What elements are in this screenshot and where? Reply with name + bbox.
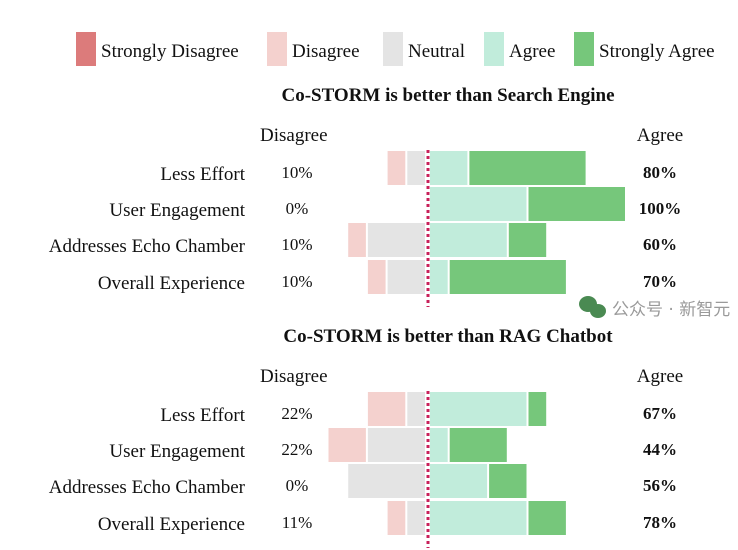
row-label: Addresses Echo Chamber xyxy=(49,236,246,257)
wechat-icon xyxy=(579,296,606,318)
disagree-percent: 10% xyxy=(281,272,312,291)
legend-swatch-strongly-agree xyxy=(574,32,594,66)
legend-label: Strongly Agree xyxy=(599,41,715,62)
disagree-percent: 10% xyxy=(281,235,312,254)
disagree-header: Disagree xyxy=(260,125,328,146)
bar-segment-agree xyxy=(430,501,527,535)
bar-segment-agree xyxy=(430,151,468,185)
disagree-percent: 10% xyxy=(281,163,312,182)
row-label: Overall Experience xyxy=(98,273,245,294)
bar-segment-neutral xyxy=(367,223,425,257)
agree-percent: 67% xyxy=(643,404,677,423)
bar-segment-disagree xyxy=(387,151,406,185)
agree-percent: 78% xyxy=(643,513,677,532)
legend-label: Neutral xyxy=(408,41,465,62)
bar-segment-strongly-agree xyxy=(449,428,507,462)
bar-segment-disagree xyxy=(328,428,366,462)
panel-title: Co-STORM is better than RAG Chatbot xyxy=(283,326,613,347)
bar-segment-strongly-agree xyxy=(528,187,625,221)
bar-segment-strongly-agree xyxy=(508,223,547,257)
legend-swatch-disagree xyxy=(267,32,287,66)
bar-segment-agree xyxy=(430,428,448,462)
disagree-percent: 22% xyxy=(281,440,312,459)
bar-segment-disagree xyxy=(387,501,406,535)
agree-percent: 60% xyxy=(643,235,677,254)
bar-segment-strongly-agree xyxy=(489,464,527,498)
wechat-bubble-small xyxy=(590,304,606,318)
legend-swatch-neutral xyxy=(383,32,403,66)
bar-segment-neutral xyxy=(407,151,425,185)
legend-label: Disagree xyxy=(292,41,360,62)
bar-segment-agree xyxy=(430,392,527,426)
bar-segment-strongly-agree xyxy=(528,501,566,535)
agree-percent: 100% xyxy=(639,199,682,218)
agree-percent: 70% xyxy=(643,272,677,291)
legend-label: Agree xyxy=(509,41,555,62)
row-label: Less Effort xyxy=(160,405,245,426)
agree-header: Agree xyxy=(637,125,683,146)
row-label: User Engagement xyxy=(109,441,245,462)
bar-segment-disagree xyxy=(367,260,386,294)
bar-segment-strongly-agree xyxy=(449,260,566,294)
bar-segment-neutral xyxy=(407,501,425,535)
bar-segment-strongly-agree xyxy=(469,151,586,185)
legend-swatch-agree xyxy=(484,32,504,66)
bar-segment-agree xyxy=(430,187,527,221)
watermark-text: 公众号 · 新智元 xyxy=(612,300,730,320)
bar-segment-neutral xyxy=(387,260,425,294)
bar-segment-disagree xyxy=(348,223,366,257)
row-label: Overall Experience xyxy=(98,514,245,535)
bar-segment-agree xyxy=(430,223,507,257)
agree-header: Agree xyxy=(637,366,683,387)
row-label: User Engagement xyxy=(109,200,245,221)
bar-segment-disagree xyxy=(367,392,406,426)
agree-percent: 56% xyxy=(643,476,677,495)
legend-label: Strongly Disagree xyxy=(101,41,239,62)
agree-percent: 44% xyxy=(643,440,677,459)
bar-segment-agree xyxy=(430,260,448,294)
bar-segment-neutral xyxy=(348,464,425,498)
disagree-percent: 22% xyxy=(281,404,312,423)
bar-segment-neutral xyxy=(407,392,425,426)
disagree-header: Disagree xyxy=(260,366,328,387)
disagree-percent: 11% xyxy=(282,513,313,532)
bar-segment-neutral xyxy=(367,428,425,462)
disagree-percent: 0% xyxy=(286,199,309,218)
row-label: Less Effort xyxy=(160,164,245,185)
bar-segment-strongly-agree xyxy=(528,392,547,426)
row-label: Addresses Echo Chamber xyxy=(49,477,246,498)
bar-segment-agree xyxy=(430,464,488,498)
legend-swatch-strongly-disagree xyxy=(76,32,96,66)
disagree-percent: 0% xyxy=(286,476,309,495)
panel-title: Co-STORM is better than Search Engine xyxy=(281,85,614,106)
agree-percent: 80% xyxy=(643,163,677,182)
